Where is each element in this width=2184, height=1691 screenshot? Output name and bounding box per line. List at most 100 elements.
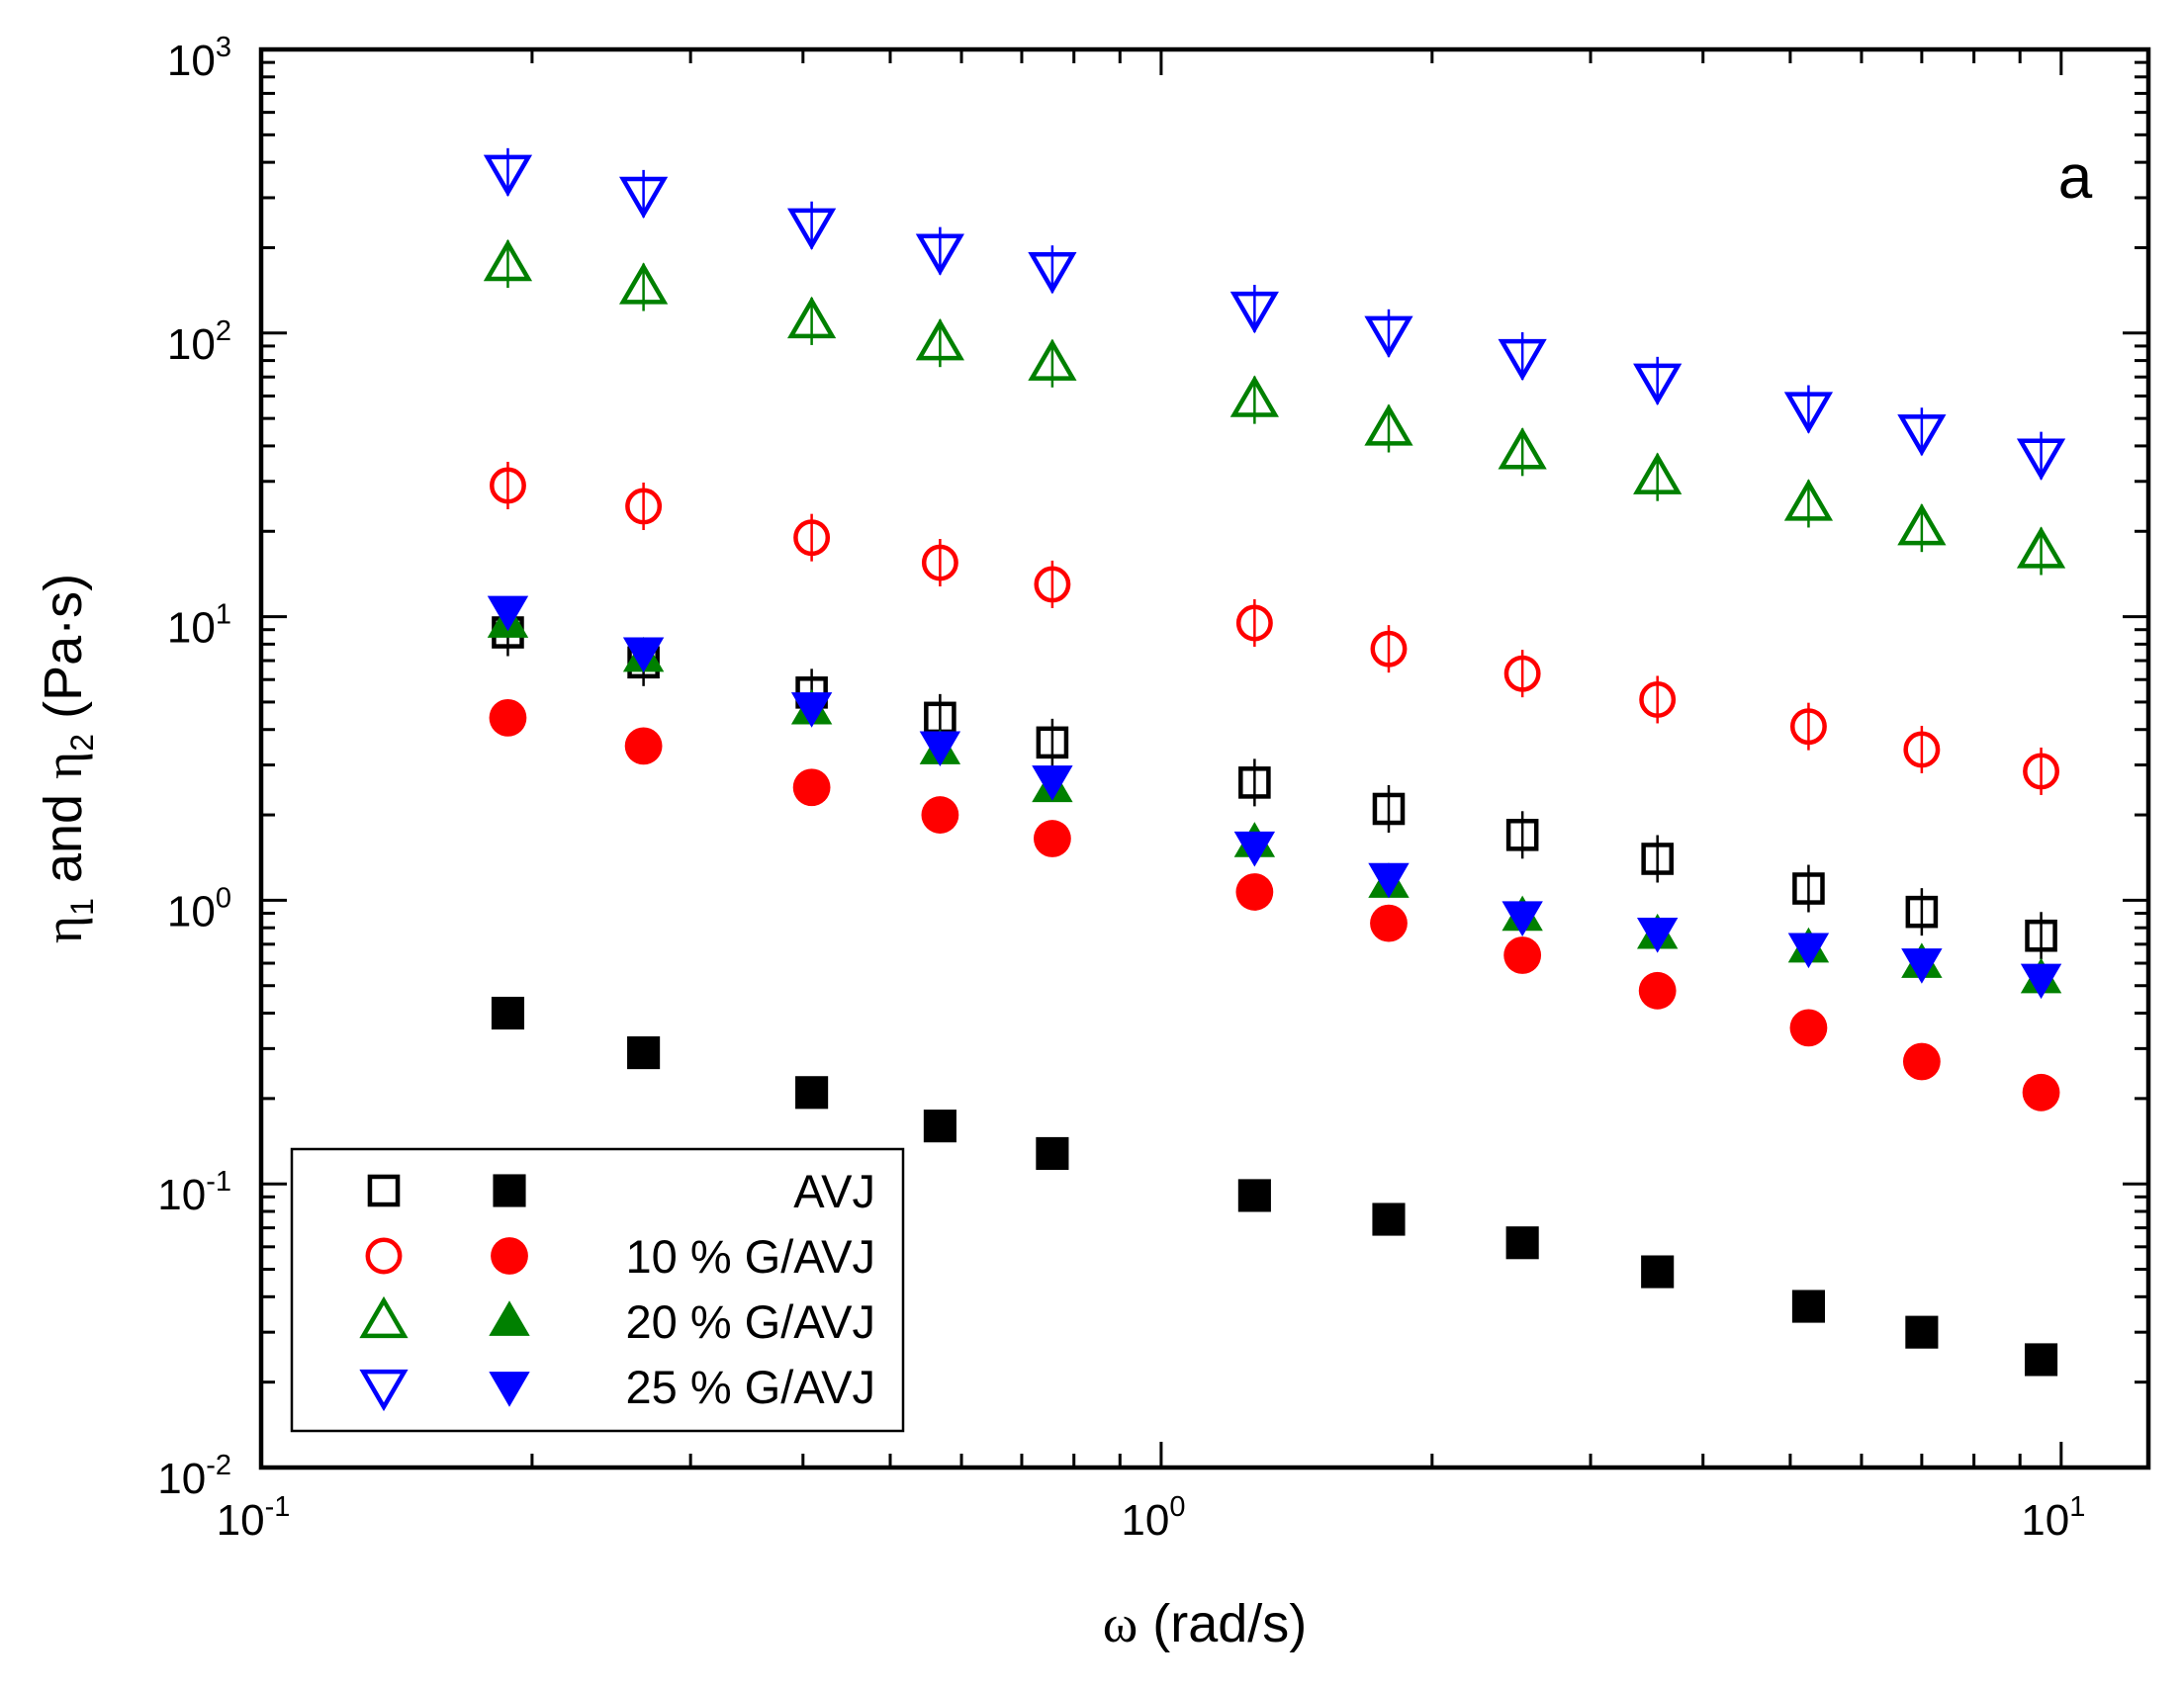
- data-point: [490, 467, 526, 504]
- data-point: [1233, 831, 1276, 867]
- y-tick-label: 10-2: [157, 1450, 231, 1503]
- data-point: [1638, 971, 1677, 1010]
- data-point: [1905, 895, 1939, 929]
- y-tick-label: 102: [167, 315, 231, 369]
- x-tick-label: 101: [2021, 1491, 2085, 1545]
- data-point: [1034, 566, 1071, 603]
- data-point: [790, 692, 833, 728]
- data-point: [1032, 765, 1073, 801]
- y-axis-eta-1: η: [34, 916, 93, 943]
- data-point: [2022, 1073, 2060, 1112]
- data-point: [1235, 604, 1273, 642]
- data-point: [915, 233, 965, 276]
- data-point: [624, 727, 663, 765]
- data-point: [1503, 936, 1542, 974]
- data-point: [787, 208, 837, 250]
- data-point: [1897, 503, 1947, 546]
- data-point: [2024, 1343, 2058, 1377]
- data-point: [618, 262, 669, 305]
- data-point: [792, 768, 831, 807]
- legend-marker-hollow: [359, 1369, 409, 1412]
- legend-marker-filled: [489, 1372, 530, 1407]
- y-tick-label: 103: [167, 32, 231, 85]
- data-point: [1789, 708, 1827, 746]
- data-point: [1370, 904, 1408, 942]
- legend-entry: AVJ: [367, 1165, 875, 1217]
- data-point: [1641, 1255, 1675, 1289]
- data-point: [489, 698, 527, 737]
- data-point: [1641, 843, 1674, 875]
- legend-label: AVJ: [793, 1165, 875, 1217]
- data-point: [793, 519, 831, 557]
- y-tick-label: 101: [167, 599, 231, 653]
- legend-entry: 10 % G/AVJ: [365, 1230, 875, 1283]
- data-point: [487, 595, 529, 632]
- data-point: [795, 1076, 829, 1110]
- x-tick-label: 100: [1121, 1491, 1185, 1545]
- data-point: [787, 296, 837, 339]
- data-point: [921, 796, 959, 834]
- data-point: [1498, 338, 1547, 382]
- data-point: [1505, 819, 1539, 851]
- legend-marker-filled: [489, 1300, 530, 1336]
- data-point: [1503, 655, 1541, 692]
- y-tick-label: 100: [167, 882, 231, 935]
- plot-frame: [258, 46, 2151, 1470]
- data-point: [1033, 820, 1071, 857]
- data-point: [1902, 1042, 1941, 1081]
- data-points: [483, 147, 2066, 1377]
- data-point: [1237, 1179, 1271, 1212]
- data-point: [1235, 873, 1274, 911]
- y-axis-sub-2: 2: [64, 734, 100, 752]
- y-axis-sub-1: 1: [64, 898, 100, 916]
- data-point: [625, 488, 663, 525]
- y-axis-and: and: [34, 779, 93, 898]
- legend-label: 20 % G/AVJ: [625, 1295, 875, 1348]
- data-point: [1368, 862, 1410, 899]
- legend-marker-filled: [491, 1237, 528, 1275]
- data-point: [1633, 363, 1683, 406]
- x-tick-label: 10-1: [217, 1491, 291, 1545]
- data-point: [1036, 726, 1069, 759]
- data-point: [1639, 681, 1677, 718]
- legend-label: 25 % G/AVJ: [625, 1361, 875, 1413]
- data-point: [1905, 1315, 1939, 1349]
- data-point: [1505, 1226, 1539, 1260]
- data-point: [1028, 338, 1077, 381]
- data-point: [483, 154, 533, 198]
- data-point: [1636, 918, 1679, 953]
- data-point: [1238, 766, 1271, 799]
- data-point: [2025, 919, 2057, 952]
- legend-box: [290, 1147, 905, 1433]
- data-point: [2023, 753, 2060, 790]
- data-point: [1372, 1202, 1406, 1236]
- data-point: [1901, 948, 1943, 984]
- legend-entry: 20 % G/AVJ: [359, 1295, 875, 1348]
- y-tick-label: 10-1: [157, 1166, 231, 1219]
- data-point: [1372, 792, 1406, 826]
- legend-label: 10 % G/AVJ: [625, 1230, 875, 1283]
- y-axis-eta-2: η: [34, 752, 93, 779]
- data-point: [2016, 526, 2066, 569]
- data-point: [1791, 1290, 1825, 1323]
- legend-marker-filled: [493, 1174, 526, 1207]
- data-point: [923, 1110, 956, 1143]
- panel-label: a: [2058, 143, 2093, 212]
- legend-marker-hollow: [367, 1174, 401, 1207]
- data-point: [618, 176, 669, 220]
- data-point: [1903, 731, 1941, 768]
- series-10-g-avj-hollow: [490, 461, 2060, 795]
- data-point: [627, 1036, 661, 1070]
- data-point: [1364, 315, 1413, 358]
- y-axis-title-text: η1 and η2 (Pa·s): [34, 574, 100, 943]
- data-point: [1792, 872, 1825, 905]
- data-point: [1787, 933, 1830, 969]
- data-point: [483, 238, 533, 282]
- legend-marker-hollow: [359, 1295, 409, 1339]
- data-point: [2016, 438, 2066, 481]
- data-point: [1028, 252, 1077, 295]
- data-point: [1783, 479, 1834, 521]
- y-axis-unit: (Pa·s): [34, 574, 93, 734]
